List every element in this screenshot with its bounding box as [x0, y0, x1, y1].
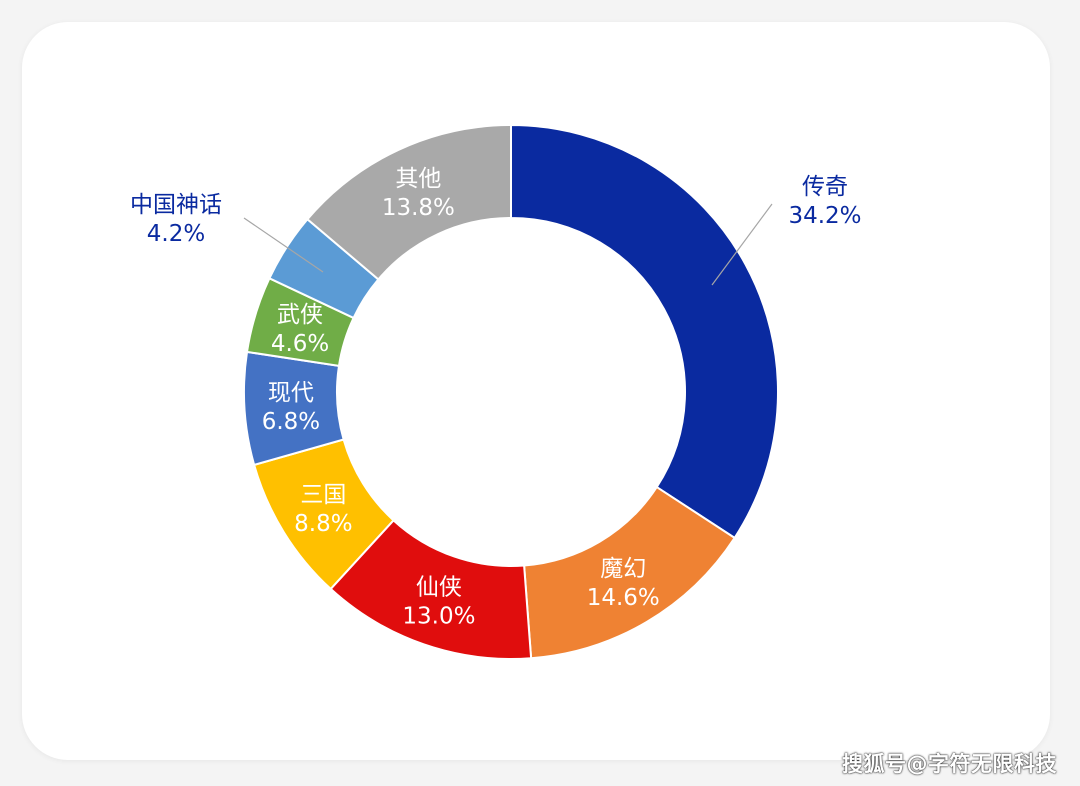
slice-value-label: 13.0% — [402, 603, 475, 629]
slice-category-label: 中国神话 — [130, 192, 222, 218]
slice-labels: 传奇 34.2% 魔幻 14.6% 仙侠 13.0% 三国 8.8% 现代 6.8% 武侠 4.6% 中… — [130, 166, 862, 629]
slice-label: 武侠 4.6% — [271, 302, 329, 357]
slice-value-label: 4.2% — [147, 221, 205, 247]
slice-label: 现代 6.8% — [262, 380, 320, 435]
slice-e585b6e4bb96 — [306, 123, 512, 281]
slice-category-label: 武侠 — [277, 302, 323, 328]
slice-category-label: 其他 — [395, 166, 441, 192]
slice-label: 传奇 34.2% — [788, 174, 861, 229]
slice-value-label: 34.2% — [788, 203, 861, 229]
slice-category-label: 仙侠 — [416, 574, 462, 600]
slice-label: 仙侠 13.0% — [402, 574, 475, 629]
leader-line — [243, 217, 324, 273]
slice-value-label: 14.6% — [587, 585, 660, 611]
leader-lines — [243, 203, 773, 286]
donut-slices — [243, 123, 779, 660]
slice-label: 中国神话 4.2% — [130, 192, 222, 247]
leader-line — [711, 203, 773, 286]
slice-category-label: 现代 — [268, 380, 314, 406]
slice-e4bca0e5a587 — [510, 123, 779, 540]
slice-value-label: 8.8% — [294, 511, 352, 537]
slice-value-label: 4.6% — [271, 331, 329, 357]
slice-label: 其他 13.8% — [382, 166, 455, 221]
slice-value-label: 6.8% — [262, 409, 320, 435]
slice-label: 魔幻 14.6% — [587, 556, 660, 611]
source-watermark: 搜狐号@字符无限科技 — [842, 752, 1057, 776]
slice-category-label: 传奇 — [802, 174, 848, 200]
slice-value-label: 13.8% — [382, 195, 455, 221]
slice-category-label: 魔幻 — [600, 556, 646, 582]
slice-category-label: 三国 — [300, 482, 346, 508]
slice-label: 三国 8.8% — [294, 482, 352, 537]
